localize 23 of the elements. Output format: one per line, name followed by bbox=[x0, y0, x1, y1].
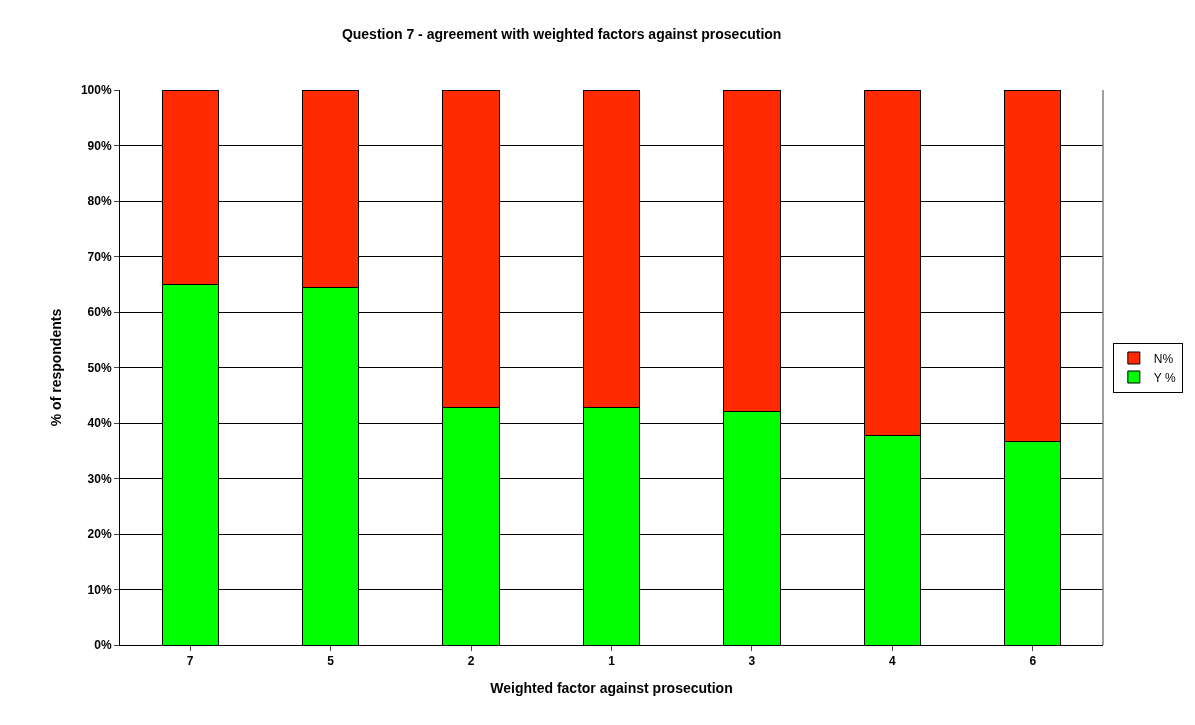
legend-label: Y % bbox=[1153, 370, 1176, 385]
legend-label: N% bbox=[1153, 351, 1174, 366]
x-tick-label: 1 bbox=[608, 654, 616, 669]
x-tick-label: 6 bbox=[1029, 654, 1037, 669]
y-tick-label: 30% bbox=[87, 471, 112, 486]
x-tick-label: 4 bbox=[889, 654, 897, 669]
x-tick-label: 3 bbox=[748, 654, 756, 669]
y-tick-label: 20% bbox=[87, 527, 112, 542]
y-tick-label: 100% bbox=[80, 83, 112, 98]
y-tick-label: 90% bbox=[87, 138, 112, 153]
y-axis-title: % of respondents bbox=[48, 308, 65, 427]
y-tick-label: 40% bbox=[87, 416, 112, 431]
x-tick-label: 5 bbox=[327, 654, 335, 669]
y-tick-label: 10% bbox=[87, 582, 112, 597]
y-tick-label: 50% bbox=[87, 360, 112, 375]
x-tick-label: 7 bbox=[186, 654, 194, 669]
x-tick-label: 2 bbox=[467, 654, 475, 669]
x-axis-title: Weighted factor against prosecution bbox=[490, 679, 733, 696]
chart-title: Question 7 - agreement with weighted factors against prosecution bbox=[341, 25, 782, 42]
y-tick-label: 80% bbox=[87, 194, 112, 209]
y-tick-label: 60% bbox=[87, 305, 112, 320]
y-tick-label: 70% bbox=[87, 249, 112, 264]
y-tick-label: 0% bbox=[94, 638, 112, 653]
